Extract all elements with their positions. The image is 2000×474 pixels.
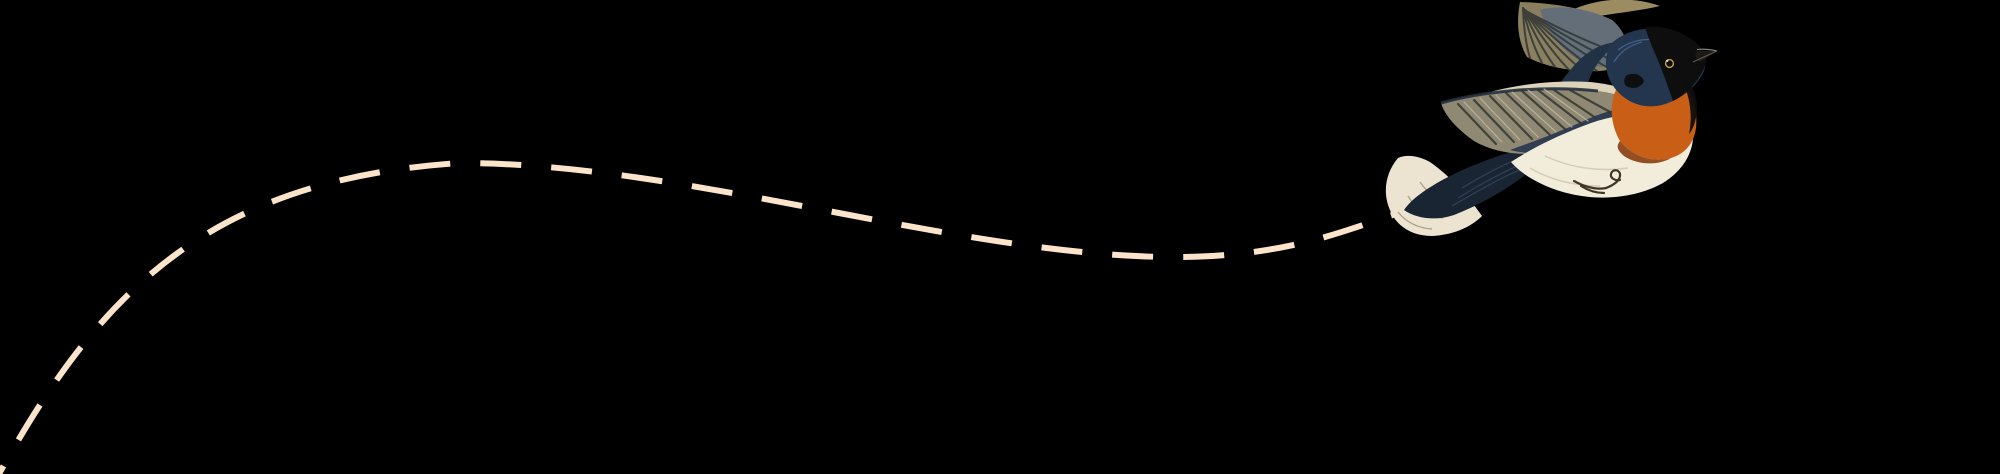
eye (1663, 57, 1676, 70)
eye-glint (1666, 59, 1669, 62)
swallow-bird-illustration (1385, 0, 1718, 236)
bib-crescent (1681, 74, 1697, 134)
beak-mouth-line (1692, 50, 1718, 63)
beak-ridge-line (1696, 48, 1718, 52)
head (1605, 26, 1707, 134)
near-wing-leading-edge (1440, 87, 1599, 105)
throat-rust-edge (1617, 141, 1671, 164)
near-wing-highlights (1463, 88, 1589, 143)
feet (1572, 169, 1622, 195)
beak (1692, 48, 1718, 63)
near-wing-bars (1456, 88, 1612, 146)
belly-shade-lines (1529, 155, 1629, 187)
dashed-flight-path (0, 159, 1403, 474)
far-wing-sliver (1572, 0, 1660, 17)
face-mask (1645, 26, 1707, 102)
eye-ring (1664, 58, 1675, 69)
malar-spot (1624, 73, 1644, 89)
